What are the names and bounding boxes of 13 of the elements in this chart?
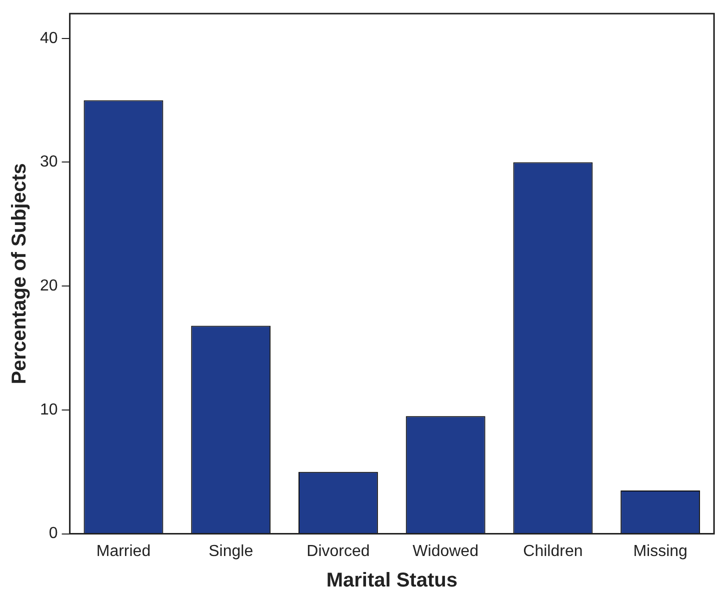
y-tick-label: 30 <box>40 154 58 171</box>
x-tick-label: Married <box>96 542 151 560</box>
x-tick-label: Divorced <box>306 542 370 560</box>
y-tick-label: 40 <box>40 30 58 47</box>
x-tick-label: Single <box>208 542 254 560</box>
y-tick-label: 20 <box>40 277 58 294</box>
y-tick-label: 10 <box>40 401 58 418</box>
x-tick-label: Children <box>523 542 583 560</box>
x-tick-label: Widowed <box>412 542 478 560</box>
y-tick-label: 0 <box>48 525 58 542</box>
y-axis-title: Percentage of Subjects <box>8 163 31 384</box>
x-axis-title: Marital Status <box>326 570 458 592</box>
x-tick-label: Missing <box>633 542 688 560</box>
